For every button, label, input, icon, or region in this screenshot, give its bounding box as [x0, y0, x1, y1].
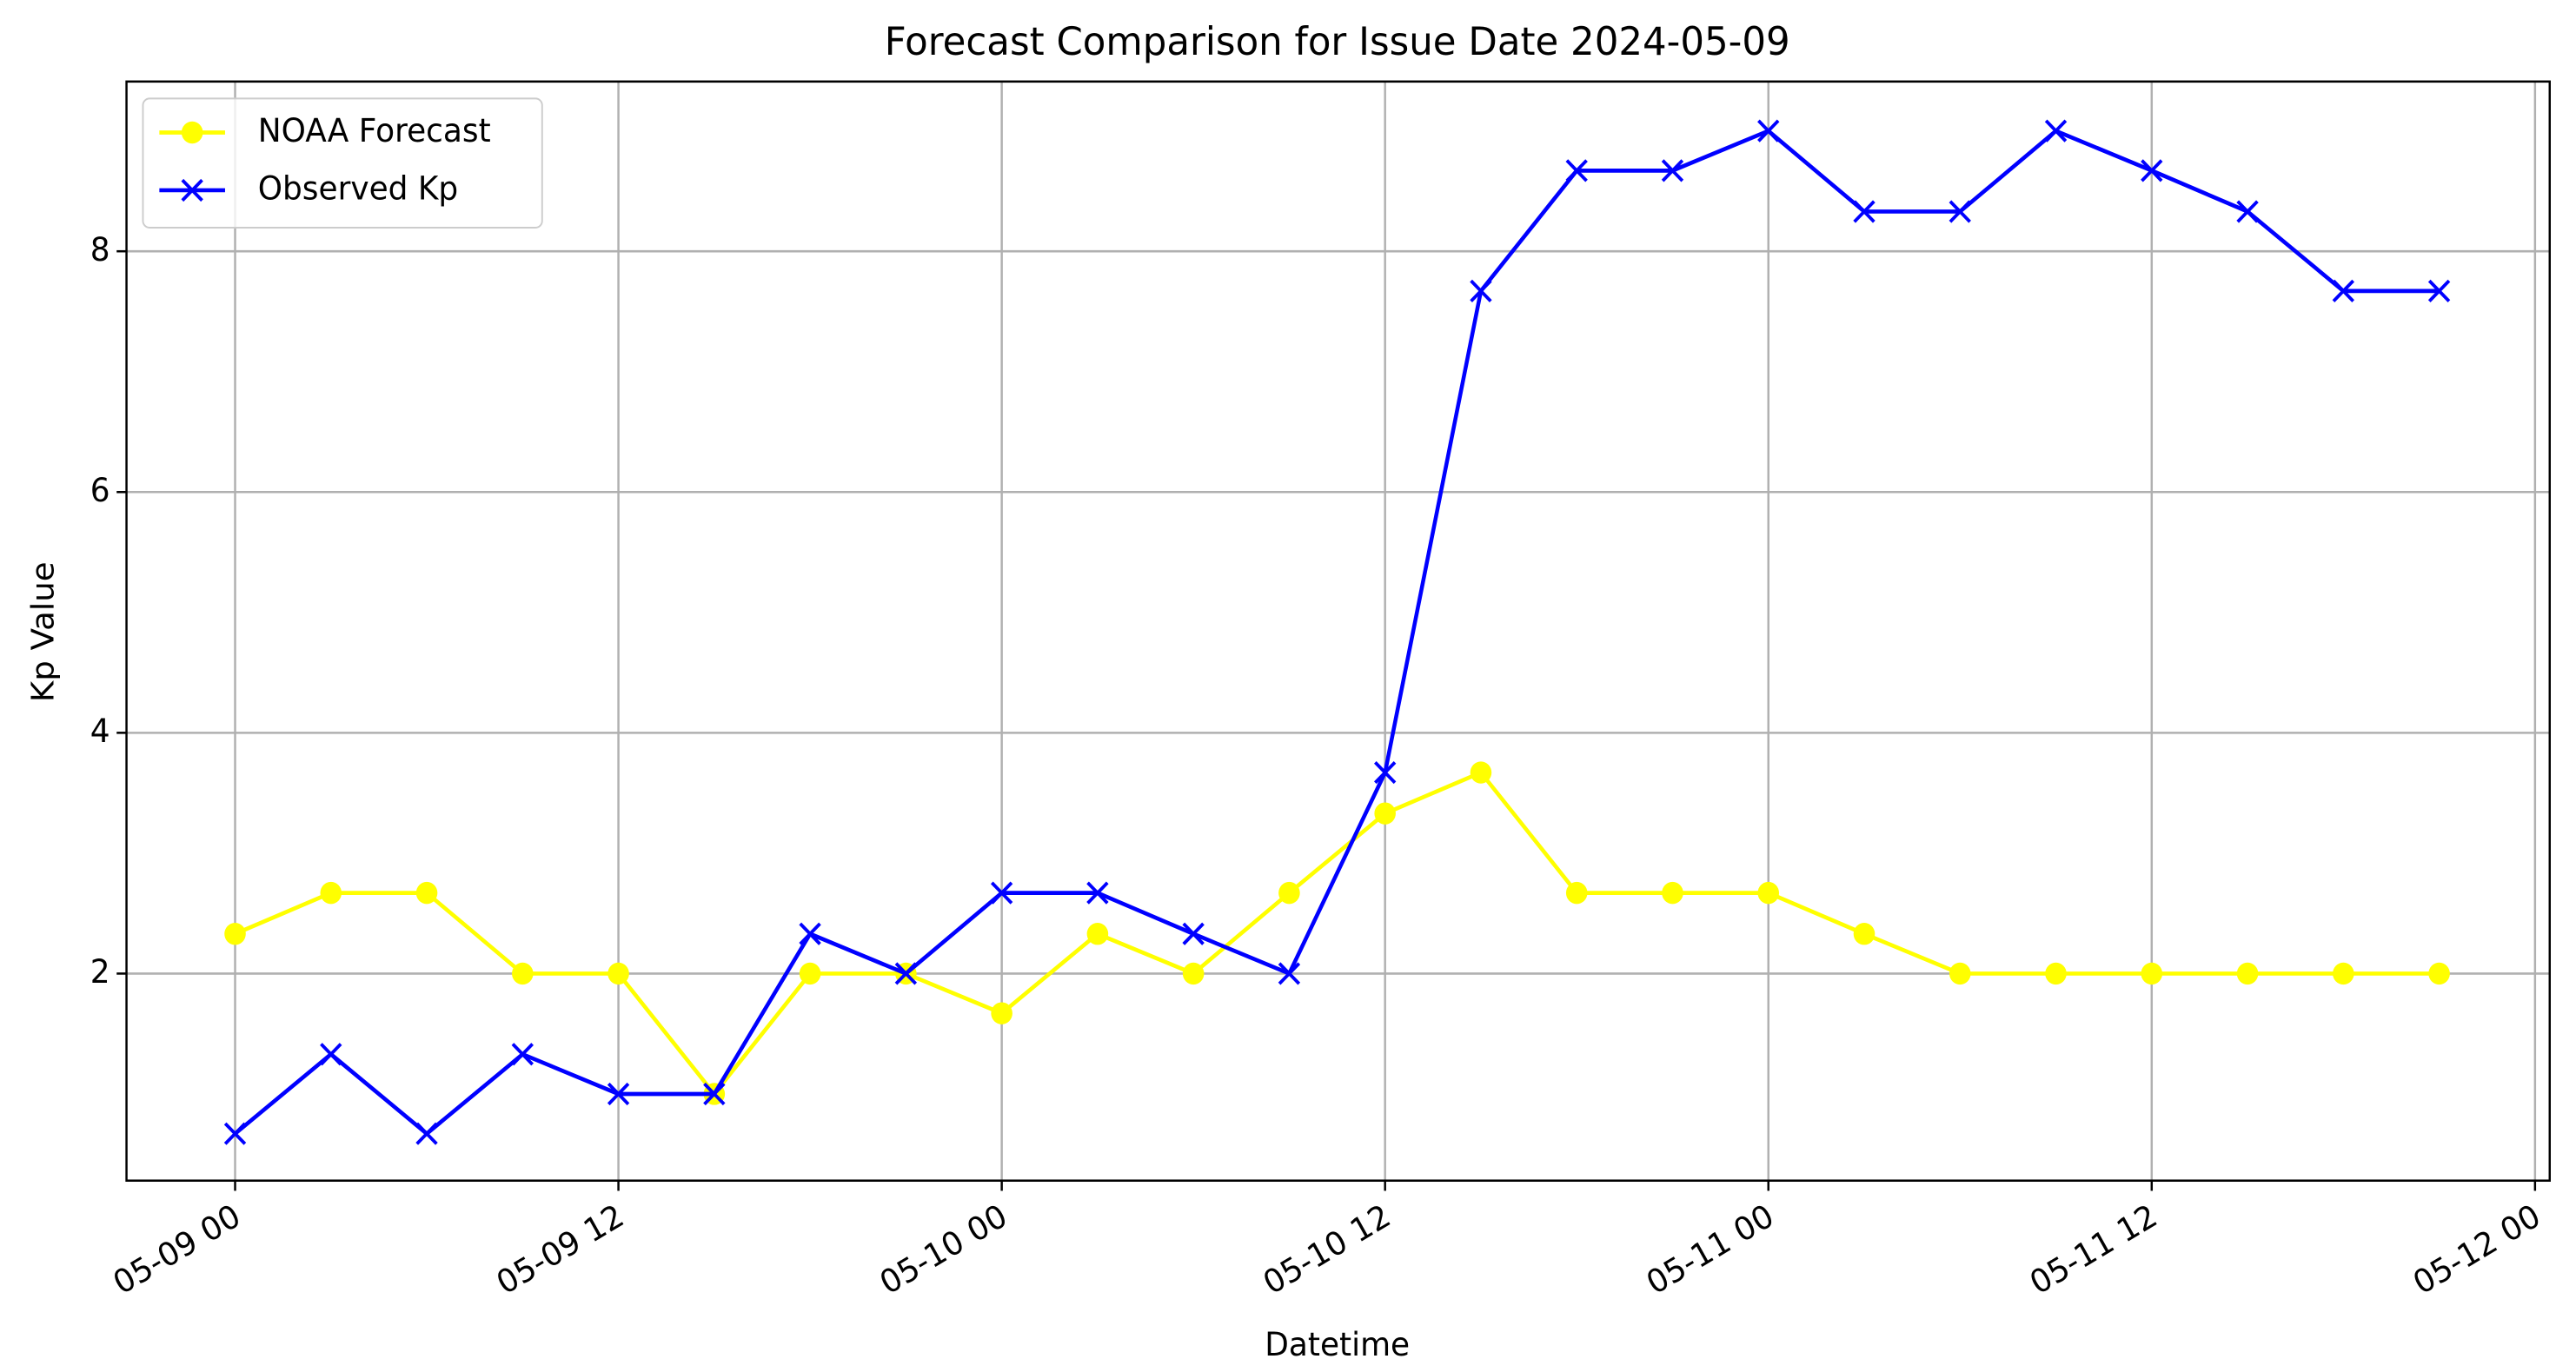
data-point: [1278, 881, 1300, 905]
data-point: [894, 962, 918, 985]
data-point: [512, 962, 534, 985]
data-point: [2044, 119, 2068, 143]
data-point: [415, 881, 438, 905]
chart-title: Forecast Comparison for Issue Date 2024-…: [885, 19, 1790, 64]
data-point: [2236, 962, 2259, 985]
legend-marker: [181, 121, 203, 144]
data-point: [415, 1122, 438, 1145]
data-point: [1470, 761, 1492, 784]
data-point: [1182, 962, 1205, 985]
legend-box: [142, 97, 543, 229]
data-point: [703, 1082, 726, 1106]
data-point: [1086, 923, 1109, 945]
data-point: [2236, 200, 2259, 223]
x-tick-label: 05-12 00: [2407, 1197, 2546, 1302]
data-point: [1853, 200, 1876, 223]
data-point: [1949, 962, 1971, 985]
data-point: [799, 922, 821, 945]
legend-label: Observed Kp: [258, 169, 458, 208]
data-point: [2428, 962, 2450, 985]
data-point: [2141, 962, 2163, 985]
y-tick-label: 4: [90, 712, 110, 750]
y-tick-label: 6: [90, 471, 110, 509]
y-tick-label: 2: [90, 953, 110, 991]
data-point: [320, 881, 342, 905]
series-line: [234, 770, 2440, 1097]
data-point: [1565, 159, 1588, 182]
data-point: [607, 1082, 630, 1106]
x-tick-label: 05-09 00: [107, 1197, 247, 1302]
data-point: [1757, 881, 1780, 905]
series-line: [234, 128, 2440, 1137]
x-tick-label: 05-11 00: [1640, 1197, 1780, 1302]
data-point: [1182, 922, 1205, 945]
x-tick-label: 05-10 00: [873, 1197, 1013, 1302]
data-point: [1757, 119, 1780, 143]
data-point: [1374, 760, 1397, 785]
data-point: [1565, 881, 1588, 905]
data-point: [990, 881, 1013, 905]
data-point: [1661, 159, 1684, 182]
y-axis-label: Kp Value: [24, 561, 61, 702]
legend-label: NOAA Forecast: [258, 112, 491, 150]
x-tick-label: 05-11 12: [2023, 1197, 2163, 1302]
data-point: [223, 1122, 247, 1145]
data-point: [320, 1043, 342, 1066]
data-point: [1086, 881, 1109, 905]
data-point: [224, 923, 246, 945]
data-point: [511, 1043, 534, 1066]
data-point: [991, 1002, 1012, 1024]
data-point: [1278, 962, 1301, 985]
data-point: [799, 962, 821, 985]
data-point: [1374, 802, 1396, 825]
x-tick-label: 05-09 12: [490, 1197, 630, 1302]
data-point: [2332, 279, 2354, 303]
data-point: [607, 962, 629, 985]
data-point: [2427, 279, 2451, 303]
data-point: [2141, 159, 2163, 182]
data-point: [1470, 279, 1492, 303]
data-point: [1662, 881, 1683, 905]
data-point: [2045, 962, 2067, 985]
legend-marker: [181, 178, 203, 202]
y-tick-label: 8: [90, 230, 110, 268]
data-point: [1853, 923, 1876, 945]
x-axis-label: Datetime: [1265, 1326, 1410, 1359]
data-point: [1949, 200, 1971, 223]
data-point: [2333, 962, 2354, 985]
x-tick-label: 05-10 12: [1257, 1197, 1397, 1302]
plot-frame: [125, 80, 2551, 1182]
